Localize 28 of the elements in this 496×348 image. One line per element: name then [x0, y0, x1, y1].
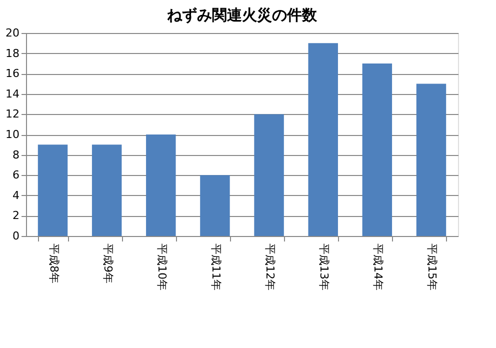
x-tick-label: 平成9年: [101, 244, 114, 284]
bar: [416, 84, 446, 236]
y-tick-label: 0: [12, 230, 20, 242]
x-tick-label: 平成15年: [426, 244, 439, 290]
bar: [254, 114, 284, 236]
x-tick-label: 平成13年: [318, 244, 331, 290]
bar: [92, 144, 122, 236]
y-tick-label: 16: [6, 67, 20, 80]
bar: [362, 63, 392, 236]
y-tick-label: 14: [6, 87, 20, 100]
y-tick-label: 20: [6, 26, 20, 40]
x-tick-label: 平成11年: [209, 244, 222, 290]
y-tick-label: 8: [12, 148, 20, 162]
chart-title: ねずみ関連火災の件数: [167, 6, 318, 24]
y-tick-label: 12: [6, 108, 20, 121]
bar: [200, 175, 230, 236]
x-tick-label: 平成10年: [155, 244, 168, 290]
x-tick-label: 平成12年: [264, 244, 277, 290]
x-tick-label: 平成14年: [372, 244, 385, 290]
y-tick-label: 2: [12, 209, 20, 222]
bar: [38, 144, 68, 236]
bar: [146, 134, 176, 236]
y-tick-label: 18: [6, 46, 20, 60]
y-tick-label: 6: [12, 168, 20, 182]
x-tick-label: 平成8年: [47, 244, 60, 284]
y-tick-label: 10: [6, 128, 20, 141]
bar: [308, 43, 338, 236]
y-tick-label: 4: [12, 188, 20, 202]
